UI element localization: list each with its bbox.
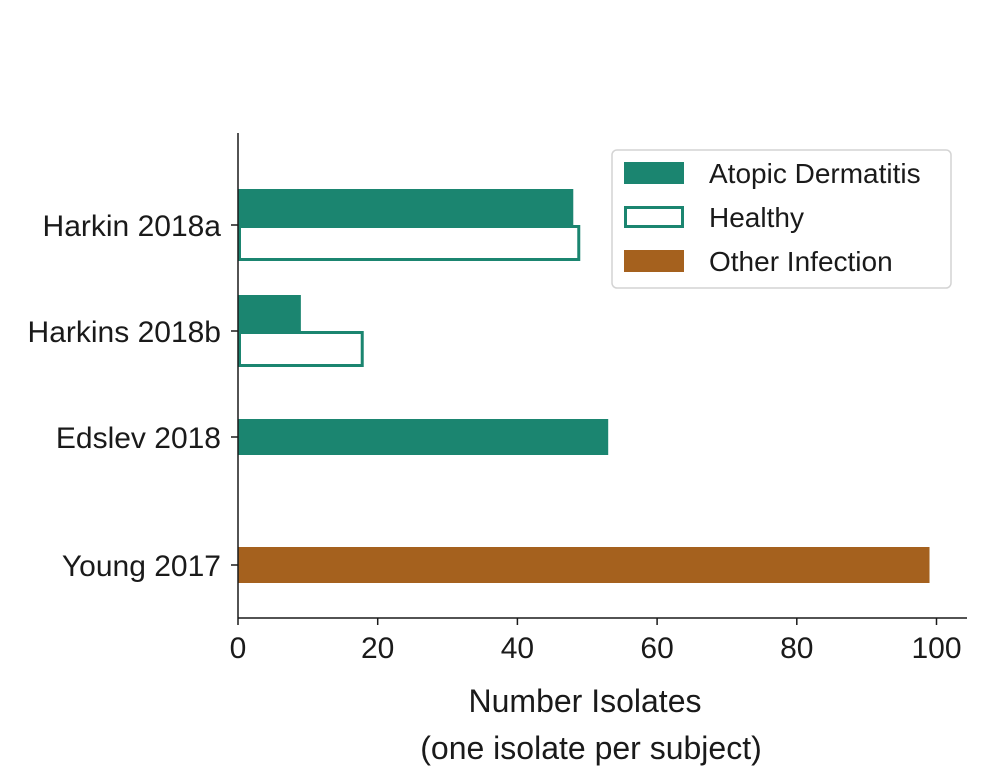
bar-atopic-dermatitis-harkin-2018a xyxy=(238,189,574,225)
bar-healthy-harkins-2018b xyxy=(238,331,364,367)
legend: Atopic Dermatitis Healthy Other Infection xyxy=(611,149,952,289)
x-axis-label-line1: Number Isolates xyxy=(469,683,702,719)
x-tick-label: 0 xyxy=(230,632,247,665)
legend-label-healthy: Healthy xyxy=(709,202,804,233)
x-tick-label: 40 xyxy=(501,632,534,665)
x-tick-label: 20 xyxy=(361,632,394,665)
x-tick-label: 80 xyxy=(780,632,813,665)
legend-label-atopic-dermatitis: Atopic Dermatitis xyxy=(709,158,921,189)
y-tick-label: Young 2017 xyxy=(62,550,221,583)
bar-atopic-dermatitis-edslev-2018 xyxy=(238,419,609,455)
legend-frame xyxy=(611,149,952,289)
bars-group xyxy=(238,189,930,583)
legend-label-other-infection: Other Infection xyxy=(709,246,893,277)
legend-swatch-atopic-dermatitis xyxy=(624,162,684,184)
y-ticks: Harkin 2018a Harkins 2018b Edslev 2018 Youn… xyxy=(28,210,238,583)
x-tick-label: 60 xyxy=(640,632,673,665)
bar-healthy-harkin-2018a xyxy=(238,225,581,261)
legend-swatch-healthy xyxy=(624,206,684,228)
y-tick-label: Harkin 2018a xyxy=(43,210,222,243)
x-ticks: 0 20 40 60 80 100 xyxy=(230,618,962,665)
bar-other-infection-young-2017 xyxy=(238,547,930,583)
x-axis-label-line2: (one isolate per subject) xyxy=(420,730,762,766)
bar-atopic-dermatitis-harkins-2018b xyxy=(238,295,301,331)
x-tick-label: 100 xyxy=(911,632,961,665)
y-tick-label: Harkins 2018b xyxy=(28,316,221,349)
legend-swatch-other-infection xyxy=(624,250,684,272)
y-tick-label: Edslev 2018 xyxy=(56,422,221,455)
